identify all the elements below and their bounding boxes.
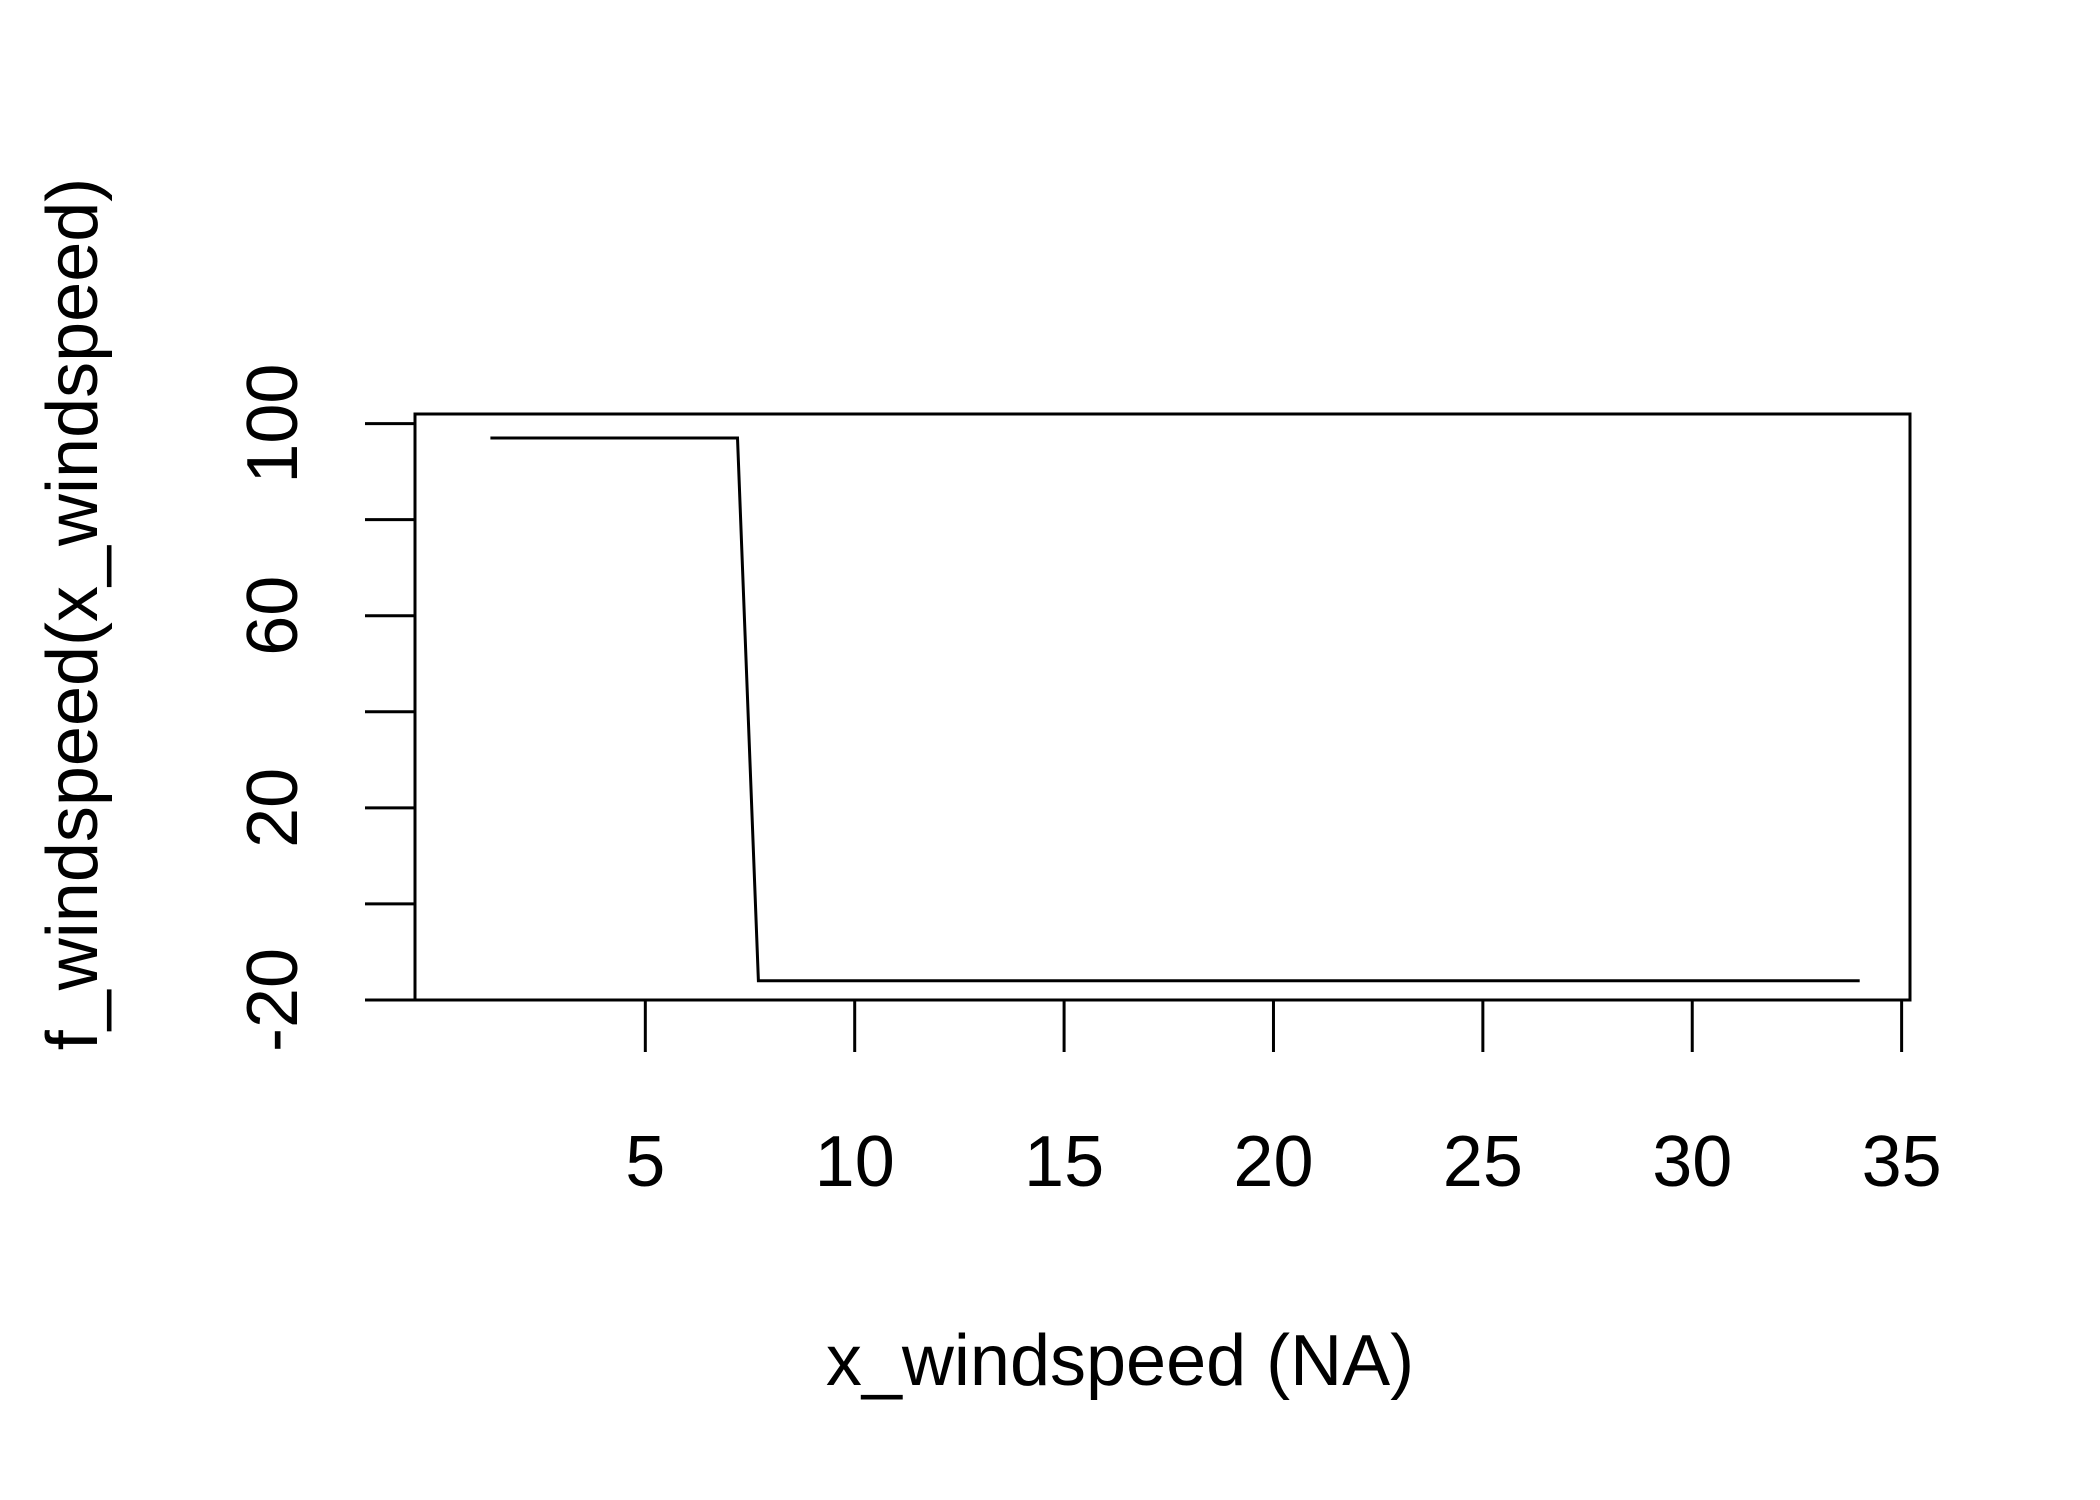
series-line-0 (490, 436, 1860, 983)
series-layer (490, 436, 1860, 983)
x-tick-label-4: 25 (1443, 1122, 1523, 1202)
x-tick-label-1: 10 (815, 1122, 895, 1202)
y-tick-label-2: 60 (233, 576, 313, 656)
x-axis-title: x_windspeed (NA) (826, 1321, 1414, 1401)
x-axis: 5 10 15 20 25 30 35 (625, 998, 1942, 1202)
y-tick-label-0: -20 (233, 948, 313, 1052)
x-tick-label-3: 20 (1233, 1122, 1313, 1202)
x-tick-label-2: 15 (1024, 1122, 1104, 1202)
y-tick-label-1: 20 (233, 768, 313, 848)
x-tick-label-5: 30 (1652, 1122, 1732, 1202)
y-axis-title: f_windspeed(x_windspeed) (33, 178, 113, 1051)
y-axis: -20 20 60 100 (233, 364, 417, 1052)
x-tick-label-6: 35 (1862, 1122, 1942, 1202)
x-tick-label-0: 5 (625, 1122, 665, 1202)
y-tick-label-3: 100 (233, 364, 313, 484)
